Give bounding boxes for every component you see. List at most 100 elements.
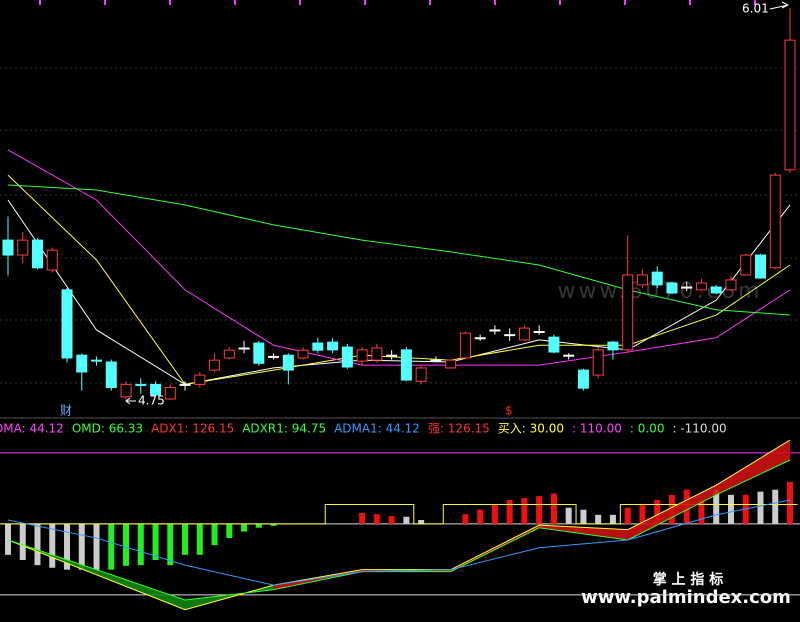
histogram-bar (713, 489, 720, 524)
candle-body (710, 286, 722, 294)
candle-body (268, 355, 280, 358)
histogram-bar (388, 516, 395, 524)
candle-body (386, 354, 398, 357)
legend-entry: : -110.00 (672, 422, 726, 436)
finance-mark: 财 (60, 404, 72, 418)
candle-body (356, 349, 368, 362)
candle-body (61, 289, 73, 359)
histogram-bar (624, 507, 631, 524)
histogram-bar (373, 514, 380, 524)
buy-line (0, 504, 798, 525)
candle-body (636, 274, 648, 286)
candle-body (194, 374, 206, 385)
legend-entry: 买入: 30.00 (498, 422, 564, 436)
legend-entry: DMA: 44.12 (0, 422, 64, 436)
candle-body (607, 341, 619, 351)
candle-body (105, 361, 117, 389)
histogram-bar (565, 507, 572, 524)
candle-body (577, 369, 589, 389)
candle-body (784, 39, 796, 171)
band-fast (7, 439, 791, 611)
top-ticks (39, 0, 756, 5)
moving-average (7, 184, 791, 316)
candle-body (430, 359, 442, 362)
histogram-bar (123, 523, 130, 566)
histogram-bar (506, 500, 513, 524)
legend-entry: 强: 126.15 (428, 422, 490, 436)
candle-body (740, 254, 752, 276)
candle-body (327, 341, 339, 351)
signal-line (7, 499, 791, 586)
histogram-bar (521, 498, 528, 524)
candle-body (2, 239, 14, 256)
legend-entry: OMD: 66.33 (72, 422, 143, 436)
histogram-bar (108, 523, 115, 570)
histogram-bar (727, 494, 734, 524)
candle-body (474, 337, 486, 340)
histogram-bar (418, 520, 425, 524)
histogram-bar (211, 523, 218, 546)
candle-body (120, 383, 132, 398)
histogram-bar (787, 481, 793, 524)
histogram-bar (137, 523, 144, 566)
candle-body (681, 286, 693, 289)
histogram-bar (403, 516, 410, 524)
histogram-bar (609, 514, 616, 524)
histogram-bar (491, 504, 498, 524)
candle-body (253, 342, 265, 364)
histogram-bar (462, 514, 469, 524)
band-fill (627, 485, 717, 540)
histogram-bar (78, 523, 85, 570)
histogram-bar (167, 523, 174, 566)
candle-body (415, 367, 427, 382)
candle-body (563, 354, 575, 357)
legend-entry: : 0.00 (630, 422, 665, 436)
histogram-bar (359, 512, 366, 524)
histogram-bar (595, 514, 602, 524)
candle-body (32, 239, 44, 269)
histogram-bar (93, 523, 100, 570)
candle-body (46, 249, 58, 271)
candle-body (400, 349, 412, 381)
candle-body (238, 347, 250, 350)
histogram-bar (5, 523, 11, 555)
candle-body (518, 327, 530, 341)
histogram-bar (49, 523, 56, 568)
candle-body (533, 331, 545, 334)
histogram-bar (19, 523, 26, 560)
candle-body (179, 383, 191, 386)
candle-body (622, 274, 634, 351)
histogram-bar (270, 523, 277, 526)
histogram-bar (772, 489, 779, 524)
histogram-bar (698, 500, 705, 524)
candle-body (164, 387, 176, 400)
band-fill (716, 440, 790, 495)
candle-body (297, 349, 309, 359)
histogram-bar (226, 523, 233, 539)
legend-entry: ADXR1: 94.75 (242, 422, 326, 436)
legend-entry: ADX1: 126.15 (151, 422, 234, 436)
histogram-bar (639, 505, 646, 524)
candle-body (223, 349, 235, 359)
candle-body (341, 346, 353, 368)
candle-body (445, 359, 457, 369)
candle-body (754, 254, 766, 279)
price-panel (2, 8, 796, 400)
legend-entry: : 110.00 (572, 422, 622, 436)
candle-body (150, 383, 162, 396)
candle-body (209, 359, 221, 371)
candle-body (592, 349, 604, 376)
histogram-bar (550, 493, 557, 524)
candle-body (371, 347, 383, 361)
candle-body (695, 282, 707, 291)
histogram-bar (196, 523, 203, 555)
histogram-bar (241, 523, 248, 532)
candle-body (459, 332, 471, 359)
candle-body (769, 174, 781, 269)
candle-body (312, 342, 324, 351)
candle-body (489, 329, 501, 332)
high-label: 6.01 (742, 2, 769, 16)
histogram-bar (255, 523, 262, 528)
